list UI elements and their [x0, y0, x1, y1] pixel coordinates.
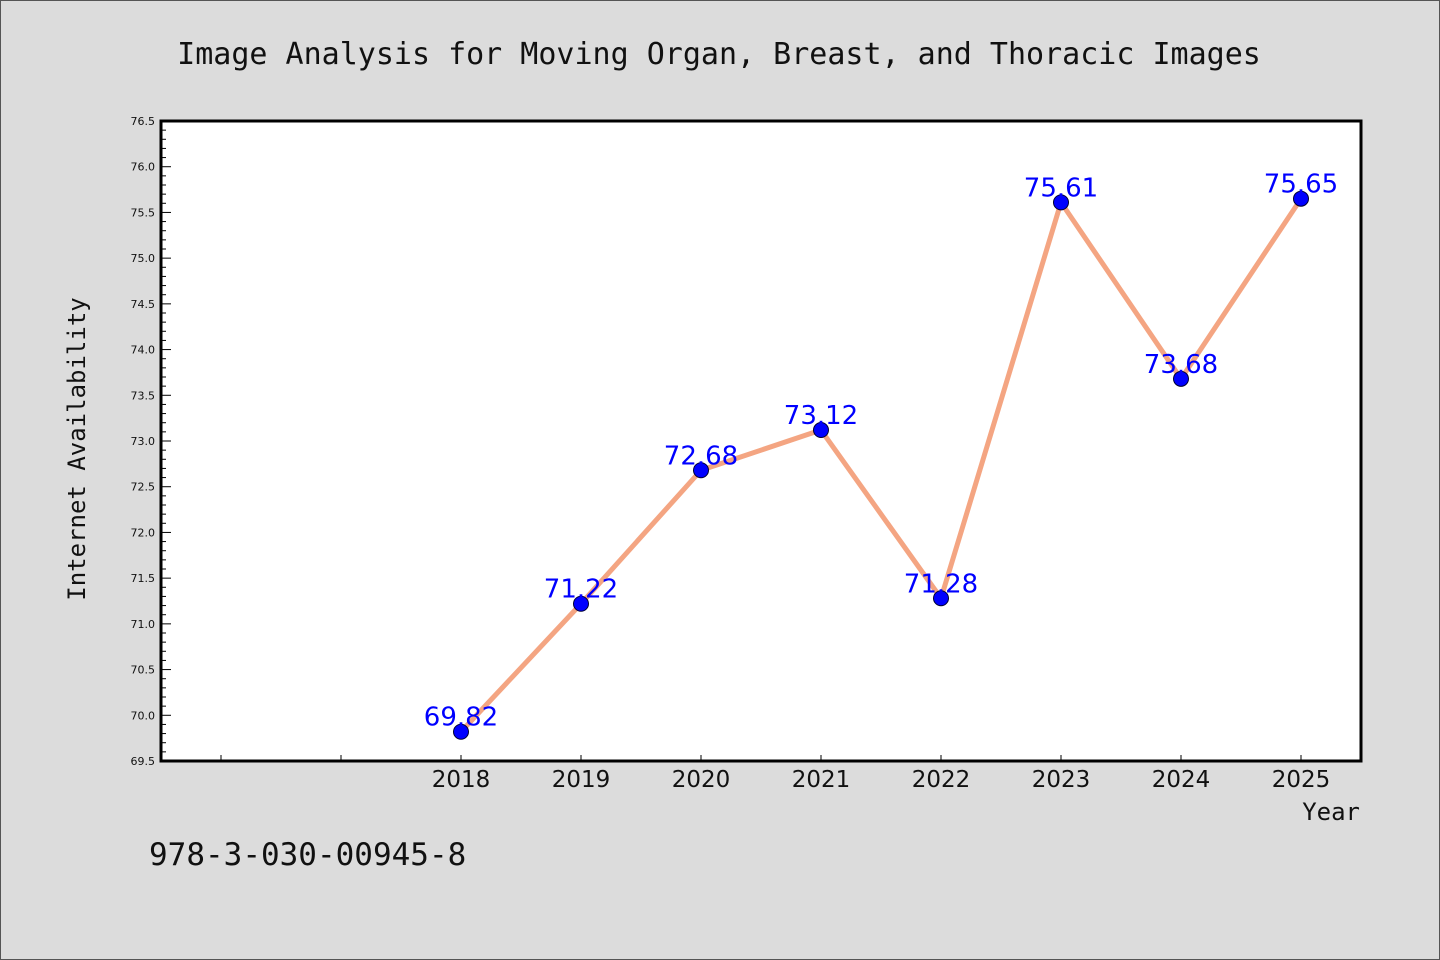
data-point-2021: [813, 422, 829, 439]
x-tick-label: 2018: [432, 767, 491, 793]
data-label-2025: 75.65: [1264, 170, 1338, 200]
y-tick-label: 72.0: [131, 526, 156, 539]
data-point-2022: [933, 590, 949, 607]
y-tick-label: 71.0: [131, 618, 156, 631]
x-tick-label: 2025: [1272, 767, 1331, 793]
data-point-2023: [1053, 194, 1069, 211]
x-axis-label: Year: [1302, 798, 1360, 826]
y-tick-label: 76.0: [131, 161, 156, 174]
x-tick-label: 2020: [672, 767, 731, 793]
y-tick-label: 70.5: [131, 664, 156, 677]
data-point-2024: [1173, 370, 1189, 387]
series-line: [459, 197, 1304, 734]
y-tick-label: 72.5: [131, 481, 156, 494]
data-label-2020: 72.68: [664, 441, 738, 471]
plot-area: [159, 119, 1363, 763]
data-point-2019: [573, 595, 589, 612]
y-tick-label: 69.5: [131, 755, 156, 768]
data-label-2024: 73.68: [1144, 350, 1218, 380]
y-tick-label: 73.5: [131, 389, 156, 402]
data-label-2018: 69.82: [424, 703, 498, 733]
x-tick-label: 2019: [552, 767, 611, 793]
data-label-2022: 71.28: [904, 569, 978, 599]
y-axis: 69.5 70.0 70.5 71.0 71.5 72.0 72.5 73.0 73.5 74.0…: [131, 115, 171, 768]
y-tick-label: 75.0: [131, 252, 156, 265]
x-tick-label: 2023: [1032, 767, 1091, 793]
data-labels: 69.82 71.22 72.68 73.12 71.28 75.61 73.68 75.65: [424, 170, 1338, 733]
data-label-2023: 75.61: [1024, 173, 1098, 203]
y-tick-label: 74.5: [131, 298, 156, 311]
x-tick-label: 2024: [1152, 767, 1211, 793]
y-tick-label: 75.5: [131, 206, 156, 219]
y-axis-label: Internet Availability: [63, 297, 91, 600]
footer-isbn: 978-3-030-00945-8: [149, 837, 466, 873]
data-label-2021: 73.12: [784, 401, 858, 431]
data-point-2020: [693, 462, 709, 479]
x-tick-label: 2022: [912, 767, 971, 793]
y-tick-label: 70.0: [131, 709, 156, 722]
x-tick-label: 2021: [792, 767, 851, 793]
x-axis: 2018 2019 2020 2021 2022 2023 2024 2025: [220, 755, 1331, 793]
y-tick-label: 74.0: [131, 344, 156, 357]
y-tick-label: 71.5: [131, 572, 156, 585]
y-tick-label: 76.5: [131, 115, 156, 128]
y-tick-label: 73.0: [131, 435, 156, 448]
data-label-2019: 71.22: [544, 575, 618, 605]
data-point-2025: [1293, 190, 1309, 207]
chart-title: Image Analysis for Moving Organ, Breast,…: [177, 37, 1261, 72]
data-point-2018: [453, 723, 469, 740]
data-points: [453, 190, 1309, 740]
